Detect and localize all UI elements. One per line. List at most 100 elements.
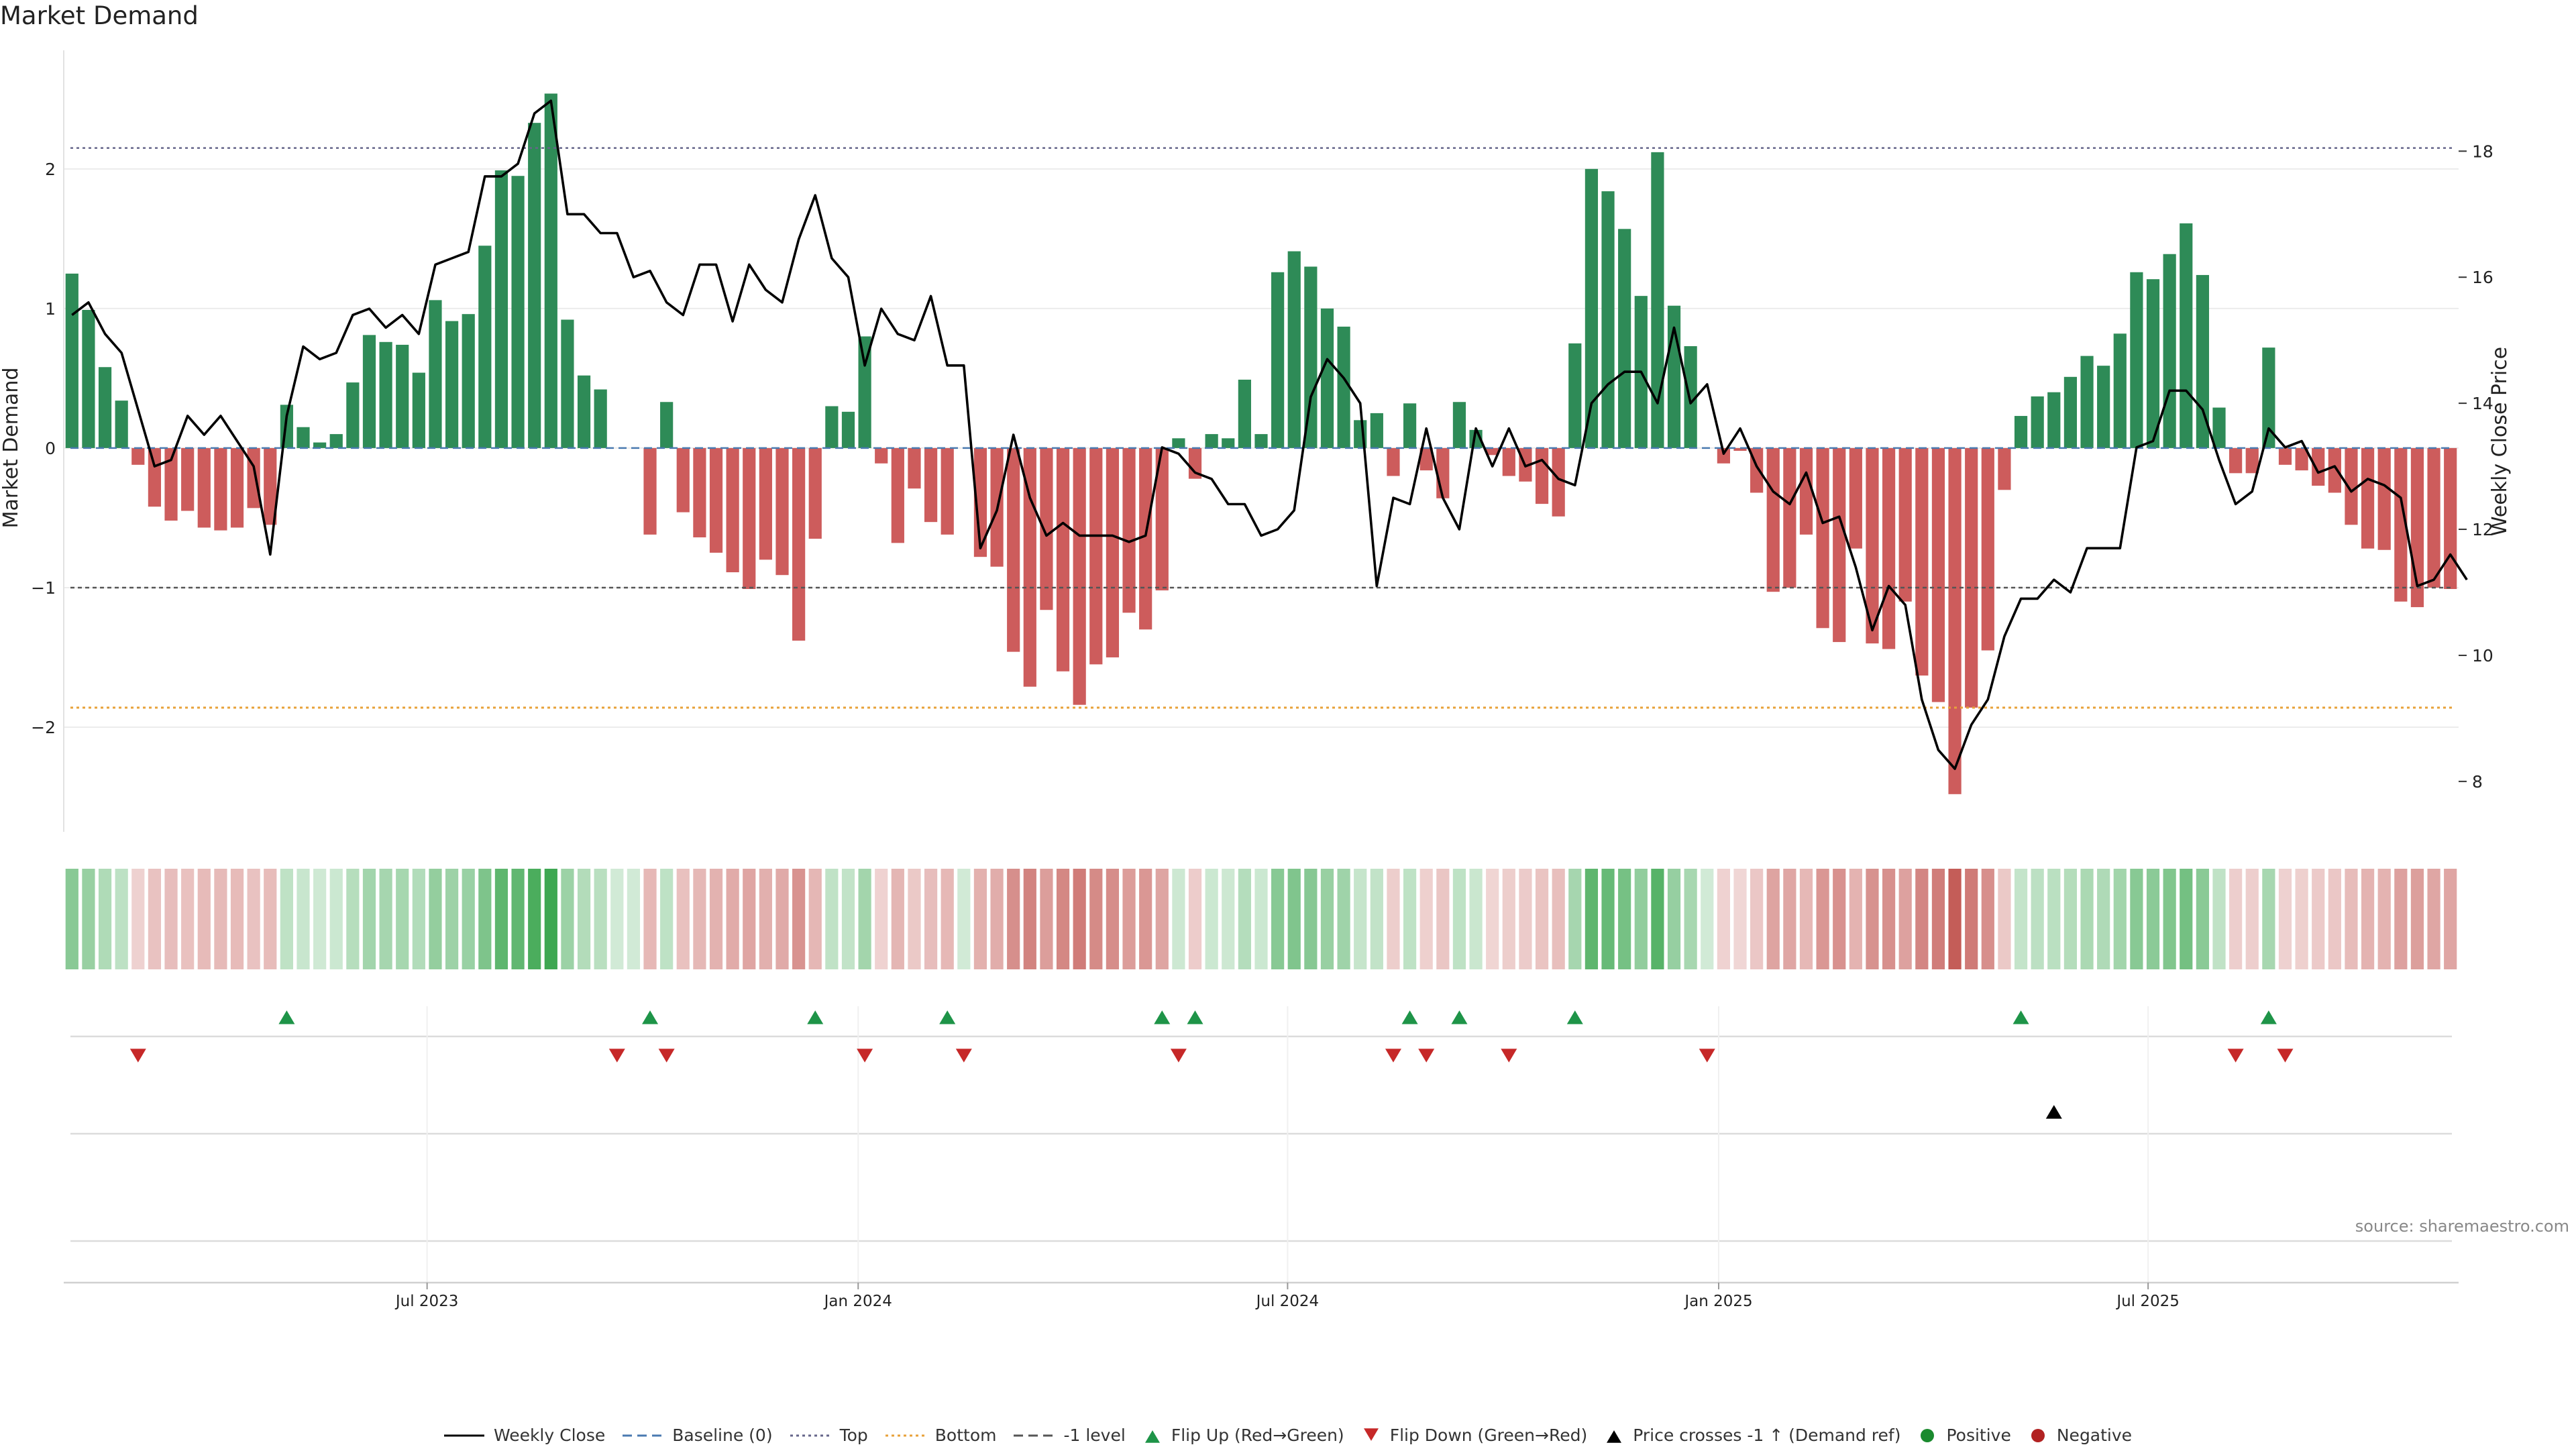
strip-cell — [1387, 869, 1400, 969]
strip-cell — [1106, 869, 1120, 969]
strip-cell — [412, 869, 425, 969]
strip-cell — [2361, 869, 2375, 969]
demand-bar — [2014, 416, 2028, 448]
strip-cell — [627, 869, 641, 969]
x-tick-label: Jul 2024 — [1255, 1293, 1320, 1310]
strip-cell — [544, 869, 557, 969]
source-note: source: sharemaestro.com — [2355, 1217, 2569, 1236]
demand-bar — [973, 447, 987, 557]
demand-bar — [1898, 447, 1912, 602]
legend-item: Weekly Close — [443, 1426, 606, 1445]
strip-cell — [858, 869, 871, 969]
demand-bar — [313, 442, 327, 448]
demand-bar — [1320, 308, 1334, 448]
demand-bar — [494, 170, 508, 448]
strip-cell — [808, 869, 822, 969]
demand-bar — [2063, 376, 2078, 448]
demand-bar — [908, 447, 921, 489]
demand-bar — [164, 447, 178, 521]
strip-cell — [131, 869, 145, 969]
legend-circle-glyph — [1921, 1428, 1935, 1442]
demand-bar — [115, 400, 128, 448]
strip-cell — [957, 869, 971, 969]
strip-cell — [775, 869, 789, 969]
demand-bar — [2345, 447, 2358, 525]
demand-bar — [1965, 447, 1978, 708]
demand-bar — [462, 314, 475, 448]
demand-bar — [528, 123, 541, 448]
x-tick-label: Jan 2024 — [823, 1293, 892, 1310]
demand-bars — [65, 93, 2457, 794]
legend-label: Price crosses -1 ↑ (Demand ref) — [1633, 1426, 1901, 1445]
signal-markers — [70, 1006, 2452, 1283]
strip-cell — [2196, 869, 2209, 969]
strip-cell — [941, 869, 954, 969]
demand-bar — [1089, 447, 1103, 665]
y-right-tick-label: 8 — [2472, 772, 2483, 792]
demand-bar — [2328, 447, 2341, 493]
demand-bar — [1849, 447, 1862, 549]
demand-bar — [1866, 447, 1879, 644]
demand-bar — [858, 336, 871, 448]
legend-label: Flip Down (Green→Red) — [1389, 1426, 1588, 1445]
demand-bar — [792, 447, 806, 641]
demand-bar — [1651, 152, 1664, 448]
strip-cell — [494, 869, 508, 969]
demand-bar — [1238, 379, 1251, 448]
strip-cell — [2063, 869, 2078, 969]
demand-bar — [478, 246, 492, 448]
strip-cell — [1965, 869, 1978, 969]
demand-bar — [1287, 251, 1301, 448]
legend-label: Negative — [2056, 1426, 2133, 1445]
legend-symbol-icon — [885, 1434, 926, 1436]
strip-cell — [1222, 869, 1235, 969]
weekly-close-line — [71, 99, 2468, 770]
strip-cell — [313, 869, 327, 969]
flip-down-marker — [857, 1049, 873, 1063]
flip-down-marker — [2227, 1049, 2244, 1063]
strip-cell — [1089, 869, 1103, 969]
demand-bar — [808, 447, 822, 539]
strip-cell — [1535, 869, 1549, 969]
demand-bar — [1486, 447, 1499, 455]
demand-bar — [82, 309, 95, 448]
demand-bar — [247, 447, 260, 508]
flip-down-marker — [608, 1049, 625, 1063]
demand-bar — [1337, 326, 1350, 448]
strip-cell — [2130, 869, 2143, 969]
demand-bar — [1915, 447, 1929, 676]
y-left-tick-label: 0 — [45, 439, 56, 458]
demand-bar — [643, 447, 657, 535]
strip-cell — [1205, 869, 1218, 969]
legend-label: Weekly Close — [493, 1426, 606, 1445]
flip-up-marker — [1451, 1010, 1468, 1024]
demand-bar — [1733, 447, 1747, 451]
demand-bar — [2130, 272, 2143, 448]
strip-cell — [264, 869, 277, 969]
strip-cell — [1898, 869, 1912, 969]
flip-down-marker — [1385, 1049, 1401, 1063]
strip-cell — [362, 869, 376, 969]
flip-up-marker — [807, 1010, 824, 1024]
demand-bar — [2113, 333, 2127, 448]
demand-bar — [2080, 356, 2094, 448]
demand-bar — [1007, 447, 1020, 652]
demand-bar — [2180, 223, 2193, 448]
strip-cell — [2180, 869, 2193, 969]
demand-bar — [396, 344, 409, 448]
demand-bar — [2427, 447, 2440, 588]
strip-cell — [1238, 869, 1251, 969]
strip-cell — [1452, 869, 1466, 969]
strip-cell — [792, 869, 806, 969]
strip-cell — [462, 869, 475, 969]
demand-bar — [1601, 191, 1615, 448]
y-right-tick-label: 10 — [2472, 646, 2493, 665]
strip-cell — [1023, 869, 1036, 969]
strip-cell — [429, 869, 442, 969]
strip-cell — [1915, 869, 1929, 969]
demand-bar — [264, 447, 277, 525]
strip-cell — [1486, 869, 1499, 969]
strip-cell — [1188, 869, 1202, 969]
demand-bar — [709, 447, 723, 553]
